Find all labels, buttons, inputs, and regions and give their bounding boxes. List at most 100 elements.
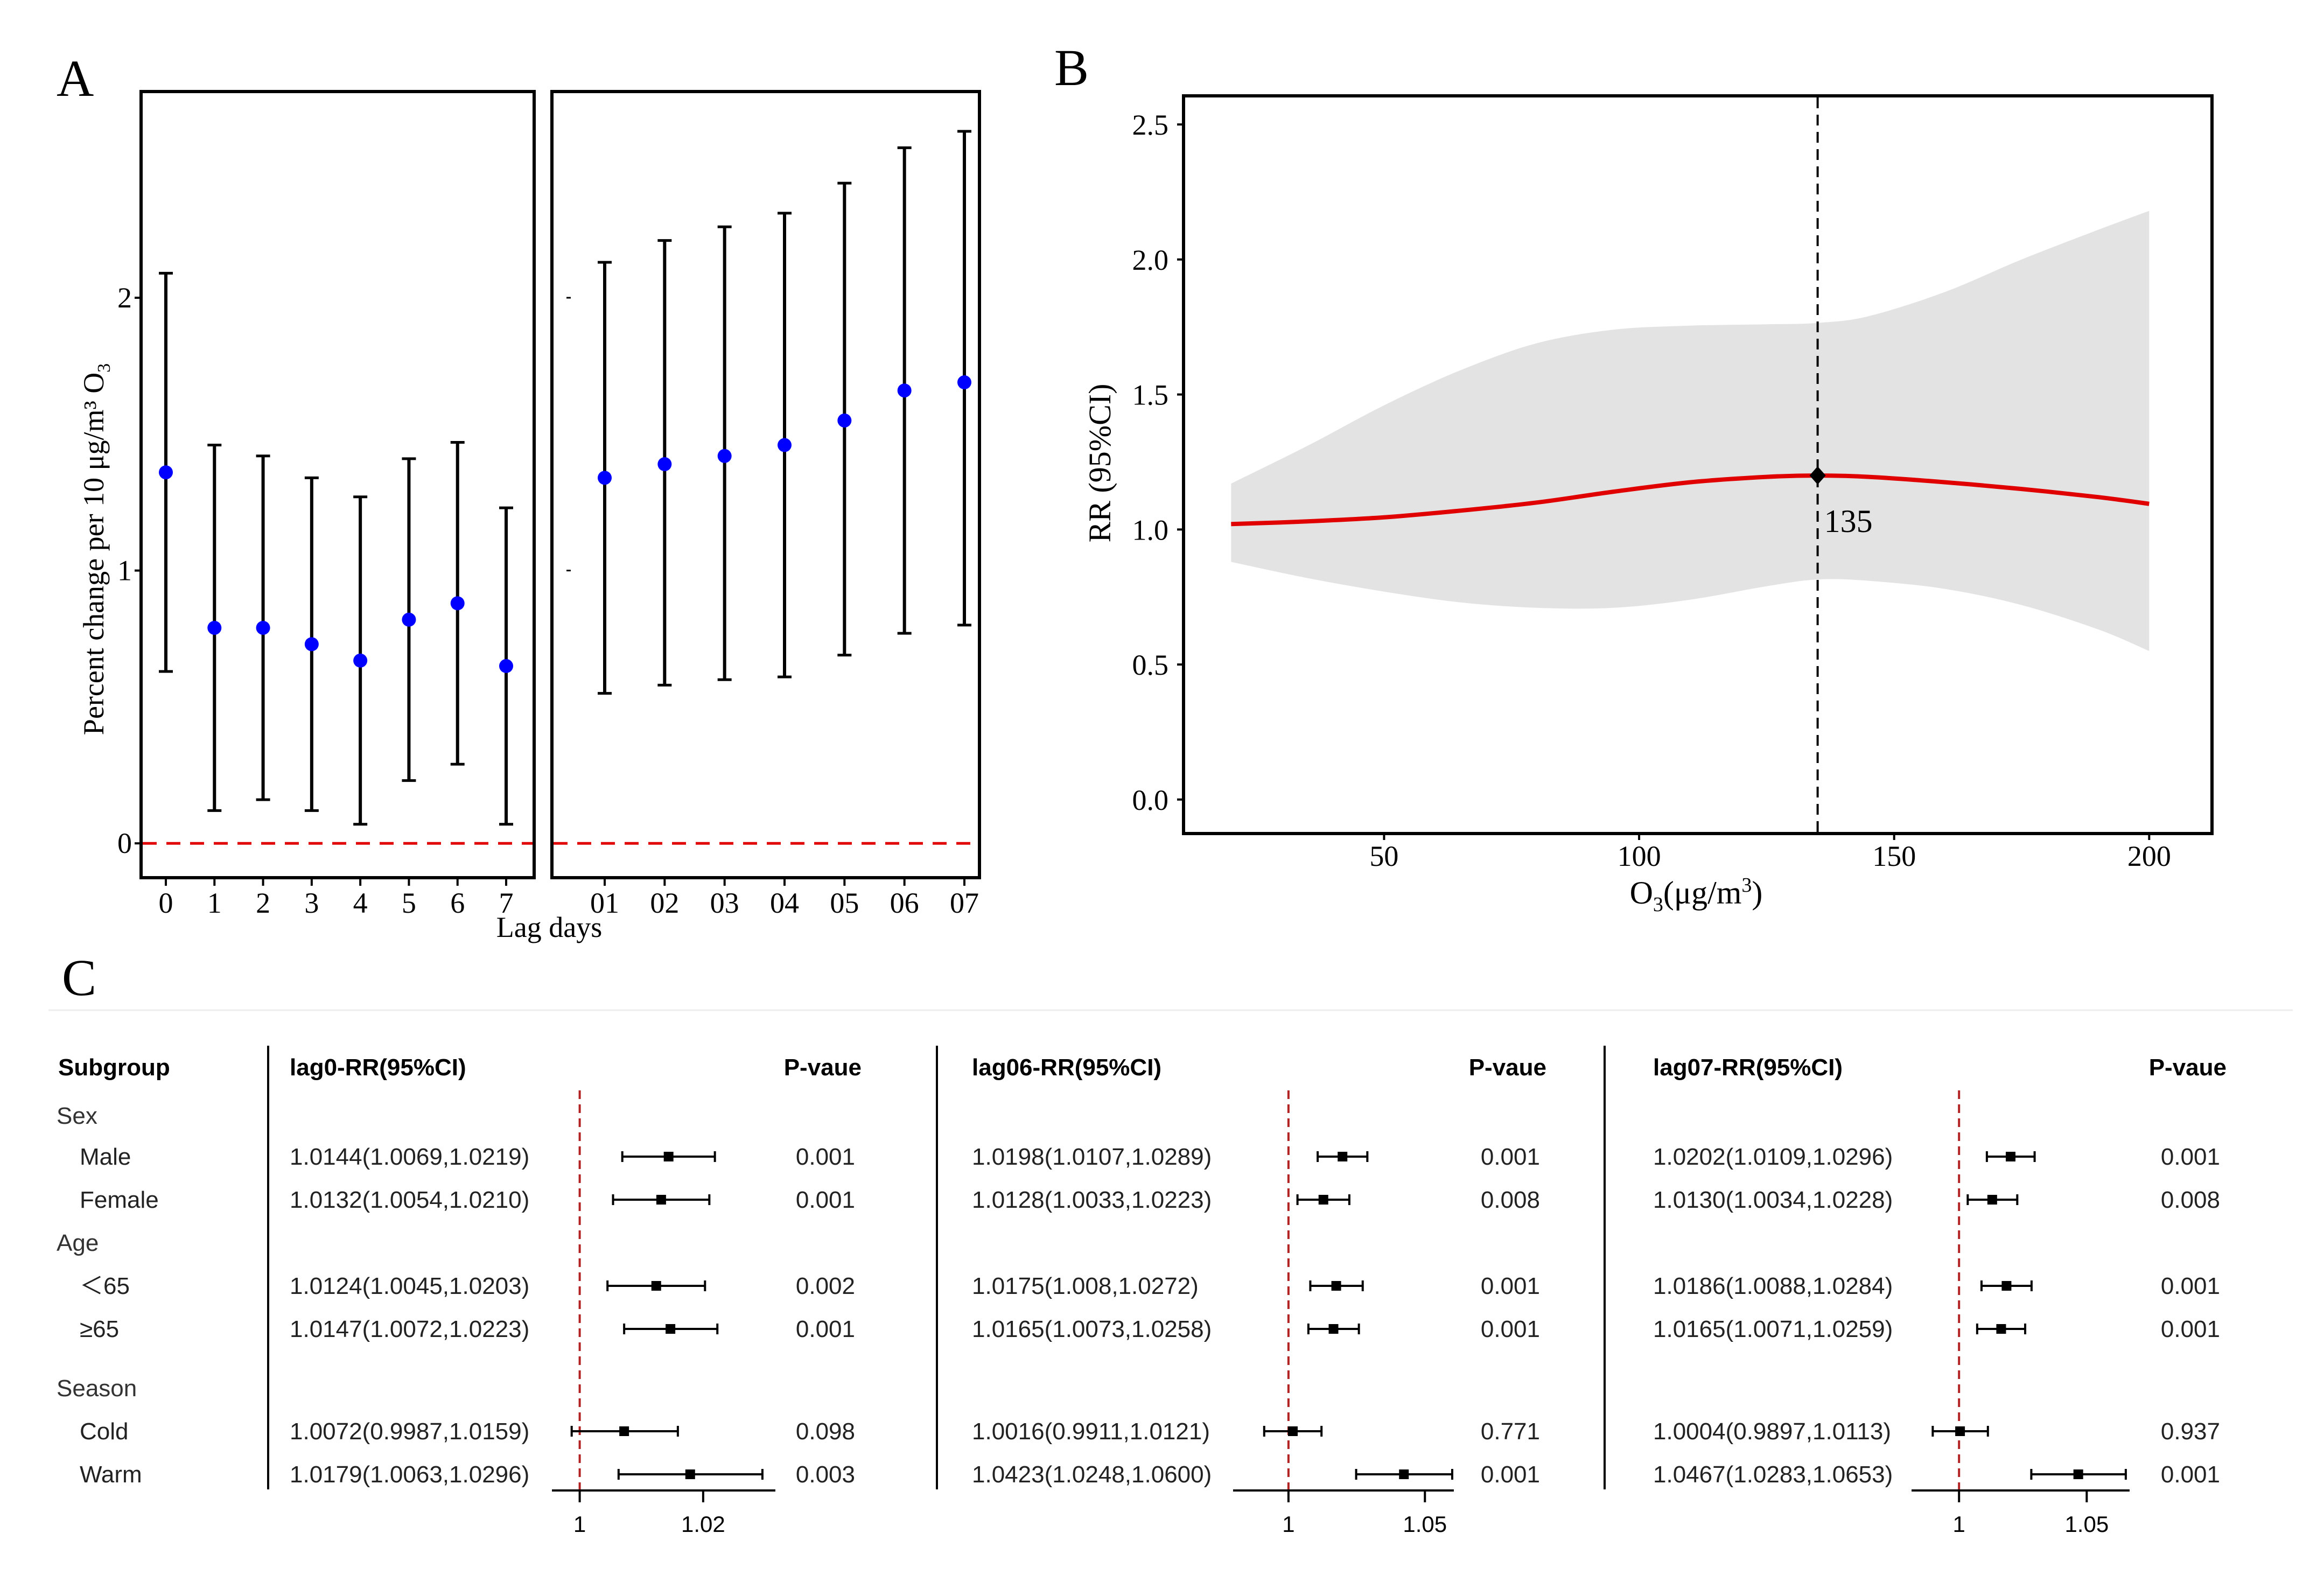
panel-a-y-tick-label: 2	[117, 282, 132, 314]
panel-a-lag-point	[402, 612, 416, 627]
panel-a-cumlag-point	[598, 471, 612, 485]
panel-c-point	[1287, 1426, 1298, 1436]
panel-a-lag-point	[159, 465, 173, 480]
panel-c-p-value: 0.771	[1481, 1418, 1540, 1445]
panel-a-left-x-labels: 0 1 2 3 4 5 6 7	[159, 878, 514, 919]
panel-a-lag-x-tick-label: 1	[207, 887, 222, 919]
panel-c-block-title: lag0-RR(95%CI)	[290, 1054, 466, 1081]
panel-b-xlabel-sup: 3	[1741, 874, 1752, 897]
panel-c-estimate-text: 1.0198(1.0107,1.0289)	[972, 1144, 1212, 1170]
panel-c-row-label: Female	[80, 1187, 159, 1213]
panel-a-right-frame	[550, 90, 981, 879]
panel-b-xlabel-main: O	[1630, 875, 1653, 911]
panel-c-x-tick-label: 1.02	[681, 1511, 725, 1537]
panel-a-cumlag-x-tick-label: 05	[830, 887, 859, 919]
panel-c-point	[1331, 1281, 1341, 1291]
panel-a-right-marks	[598, 130, 971, 695]
panel-a-cumlag-x-tick-label: 01	[590, 887, 619, 919]
panel-a-cumlag-point	[657, 457, 672, 472]
panel-c-estimate-text: 1.0124(1.0045,1.0203)	[290, 1273, 529, 1299]
panel-b-x-axis-label: O3(μg/m3)	[1630, 874, 1763, 916]
panel-c-p-value: 0.937	[2161, 1418, 2220, 1445]
panel-c-p-value: 0.008	[2161, 1187, 2220, 1213]
panel-b-x-tick-label: 200	[2127, 840, 2171, 872]
panel-c-row-label: Cold	[80, 1418, 129, 1445]
panel-a-lag-point	[256, 620, 270, 635]
panel-c-point	[1955, 1426, 1965, 1436]
panel-b-y-tick-label: 1.0	[1132, 514, 1169, 546]
panel-c-p-value: 0.001	[1481, 1144, 1540, 1170]
panel-c-p-value: 0.001	[1481, 1461, 1540, 1488]
panel-b-y-tick-label: 2.5	[1132, 109, 1169, 141]
panel-b-xlabel-end: )	[1752, 875, 1762, 911]
panel-a-cumlag-x-tick-label: 06	[890, 887, 919, 919]
panel-a-cumlag-x-tick-label: 04	[770, 887, 799, 919]
panel-a-y-tick-label: 1	[117, 555, 132, 587]
panel-b-threshold-label: 135	[1824, 503, 1873, 539]
panel-a-y-tick-label: 0	[117, 827, 132, 859]
panel-c-x-tick-label: 1	[1953, 1511, 1965, 1537]
panel-a-lag-x-tick-label: 2	[256, 887, 270, 919]
panel-c-p-value: 0.003	[796, 1461, 855, 1488]
panel-c-p-value: 0.001	[2161, 1316, 2220, 1342]
panel-a-lag-point	[353, 653, 368, 668]
panel-c-block: lag06-RR(95%CI) P-vaue 1 1.05 1.0198(1.0107,…	[936, 1046, 1546, 1537]
panel-c-estimate-text: 1.0147(1.0072,1.0223)	[290, 1316, 529, 1342]
panel-b-frame	[1182, 94, 2214, 835]
panel-c-row-label: ＜65	[80, 1273, 130, 1299]
panel-c-point	[1399, 1469, 1409, 1479]
panel-c-point	[1987, 1195, 1997, 1205]
panel-a-left-marks	[159, 271, 513, 826]
panel-c-x-tick-label: 1	[1282, 1511, 1294, 1537]
panel-label-c: C	[62, 949, 96, 1006]
panel-a-lag-x-tick-label: 5	[402, 887, 416, 919]
panel-a-lag-x-tick-label: 3	[304, 887, 319, 919]
panel-a-right-y-ticks	[566, 297, 571, 572]
panel-a-lag-point	[207, 620, 222, 635]
panel-b-ci-band	[1231, 211, 2150, 652]
panel-c-p-value: 0.001	[2161, 1461, 2220, 1488]
panel-a-cumlag-x-tick-label: 07	[950, 887, 979, 919]
panel-a-lag-x-tick-label: 7	[499, 887, 514, 919]
panel-a-lag-x-tick-label: 0	[159, 887, 173, 919]
panel-c-point	[685, 1469, 695, 1479]
panel-c-point	[666, 1324, 676, 1334]
panel-c-estimate-text: 1.0179(1.0063,1.0296)	[290, 1461, 529, 1488]
panel-b-rr-curve	[1231, 473, 2150, 527]
panel-c-point	[1318, 1195, 1328, 1205]
panel-c-estimate-text: 1.0423(1.0248,1.0600)	[972, 1461, 1212, 1488]
panel-c-x-tick-label: 1	[573, 1511, 586, 1537]
panel-c-point	[1328, 1324, 1339, 1334]
panel-c-x-tick-label: 1.05	[1403, 1511, 1447, 1537]
panel-b-xlabel-unit: (μg/m	[1663, 875, 1742, 911]
panel-c-p-value: 0.001	[796, 1187, 855, 1213]
panel-c-p-value: 0.098	[796, 1418, 855, 1445]
panel-c-p-value: 0.002	[796, 1273, 855, 1299]
panel-b-x-tick-label: 150	[1872, 840, 1916, 872]
panel-label-b: B	[1054, 39, 1089, 96]
panel-c-row-label: Male	[80, 1144, 131, 1170]
panel-c-estimate-text: 1.0165(1.0071,1.0259)	[1653, 1316, 1893, 1342]
panel-c-row-label: Warm	[80, 1461, 142, 1488]
panel-c-p-header: P-vaue	[1469, 1054, 1546, 1081]
panel-a-y-ticks: 0 1 2	[117, 282, 141, 859]
panel-a-cumlag-point	[717, 449, 732, 463]
panel-c-point	[1338, 1152, 1348, 1161]
panel-c-point	[663, 1152, 674, 1161]
panel-b: B 135 0.0 0.5 1.0 1.5 2.0 2.5 50 100 150 200 RR …	[1054, 39, 2214, 916]
panel-c-estimate-text: 1.0004(0.9897,1.0113)	[1653, 1418, 1891, 1445]
panel-c-point	[656, 1195, 666, 1205]
panel-a-ylabel-main: Percent change per 10 μg/m³ O	[78, 373, 110, 735]
panel-c-estimate-text: 1.0186(1.0088,1.0284)	[1653, 1273, 1893, 1299]
panel-b-x-ticks: 50 100 150 200	[1369, 834, 2171, 872]
panel-b-xlabel-sub: 3	[1653, 893, 1663, 916]
panel-a-lag-point	[450, 596, 465, 611]
panel-a-cumlag-point	[778, 438, 792, 452]
panel-c-p-value: 0.001	[796, 1316, 855, 1342]
panel-c-row-label: ≥65	[80, 1316, 119, 1342]
panel-a-cumlag-x-tick-label: 02	[650, 887, 679, 919]
panel-c-estimate-text: 1.0016(0.9911,1.0121)	[972, 1418, 1210, 1445]
panel-c-estimate-text: 1.0202(1.0109,1.0296)	[1653, 1144, 1893, 1170]
panel-a-lag-x-tick-label: 6	[450, 887, 465, 919]
panel-a-cumlag-point	[897, 383, 912, 398]
